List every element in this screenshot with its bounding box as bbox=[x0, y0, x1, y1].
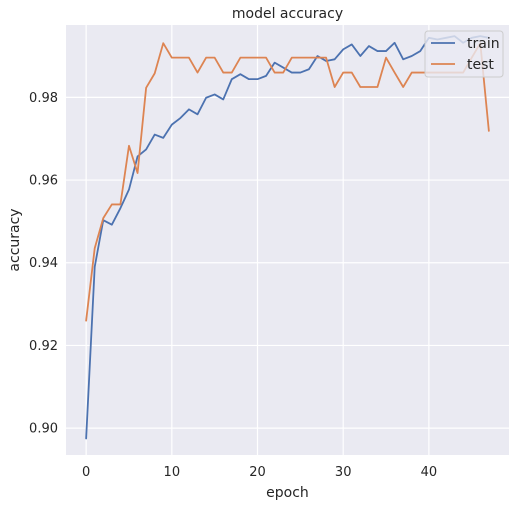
plot-area bbox=[66, 25, 509, 455]
x-tick-label: 10 bbox=[164, 465, 181, 480]
legend-label-train: train bbox=[467, 36, 500, 52]
y-tick-label: 0.98 bbox=[29, 91, 58, 106]
y-axis-label: accuracy bbox=[7, 208, 23, 271]
y-axis-ticks: 0.90 0.92 0.94 0.96 0.98 bbox=[29, 91, 58, 437]
y-tick-label: 0.90 bbox=[29, 422, 58, 437]
x-tick-label: 40 bbox=[421, 465, 438, 480]
legend-label-test: test bbox=[467, 57, 494, 73]
x-tick-label: 0 bbox=[82, 465, 90, 480]
chart-title: model accuracy bbox=[232, 6, 343, 22]
legend: train test bbox=[425, 31, 503, 77]
y-tick-label: 0.96 bbox=[29, 174, 58, 189]
x-tick-label: 30 bbox=[335, 465, 352, 480]
x-tick-label: 20 bbox=[249, 465, 266, 480]
y-tick-label: 0.94 bbox=[29, 256, 58, 271]
x-axis-label: epoch bbox=[266, 485, 309, 501]
y-tick-label: 0.92 bbox=[29, 339, 58, 354]
x-axis-ticks: 0 10 20 30 40 bbox=[82, 465, 437, 480]
